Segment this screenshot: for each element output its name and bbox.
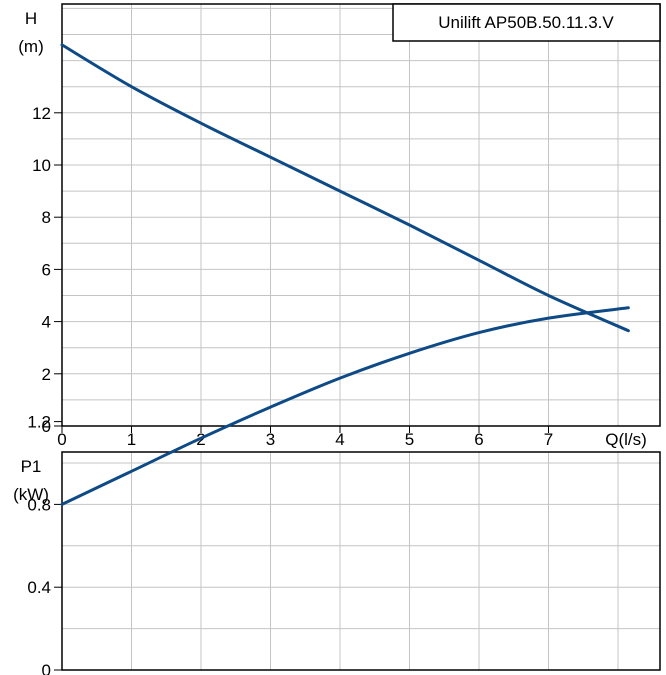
head-curve — [60, 43, 630, 333]
model-title: Unilift AP50B.50.11.3.V — [438, 13, 614, 32]
power-y-tick-label: 0 — [42, 661, 51, 675]
flow-x-tick-label: 7 — [544, 430, 553, 449]
head-axis-unit: (m) — [18, 37, 43, 56]
head-y-tick-label: 12 — [32, 104, 51, 123]
head-y-ticks: 0 2 4 6 8 10 12 — [32, 104, 62, 436]
flow-x-tick-label: 0 — [57, 430, 66, 449]
flow-axis-label: Q(l/s) — [605, 430, 647, 449]
power-axis-unit: (kW) — [13, 485, 49, 504]
head-y-tick-label: 0 — [42, 417, 51, 436]
head-y-tick-label: 2 — [42, 365, 51, 384]
head-y-tick-label: 10 — [32, 156, 51, 175]
flow-x-tick-label: 1 — [127, 430, 136, 449]
flow-x-tick-label: 3 — [266, 430, 275, 449]
power-y-tick-label: 0.8 — [27, 495, 51, 514]
head-plot-frame — [61, 3, 661, 427]
head-y-tick-label: 8 — [42, 208, 51, 227]
head-axis-symbol: H — [25, 9, 37, 28]
flow-x-tick-label: 6 — [474, 430, 483, 449]
head-y-tick-label: 6 — [42, 260, 51, 279]
power-y-tick-label: 1.2 — [27, 413, 51, 432]
power-plot-frame — [61, 451, 661, 671]
model-title-box — [392, 3, 661, 42]
power-curve — [60, 306, 630, 506]
flow-x-tick-label: 5 — [405, 430, 414, 449]
head-grid — [62, 4, 660, 426]
power-y-ticks: 0 0.4 0.8 1.2 — [27, 413, 62, 675]
power-y-tick-label: 0.4 — [27, 578, 51, 597]
flow-x-tick-label: 4 — [335, 430, 344, 449]
power-axis-symbol: P1 — [21, 457, 42, 476]
power-grid — [62, 452, 660, 670]
head-y-tick-label: 4 — [42, 313, 51, 332]
